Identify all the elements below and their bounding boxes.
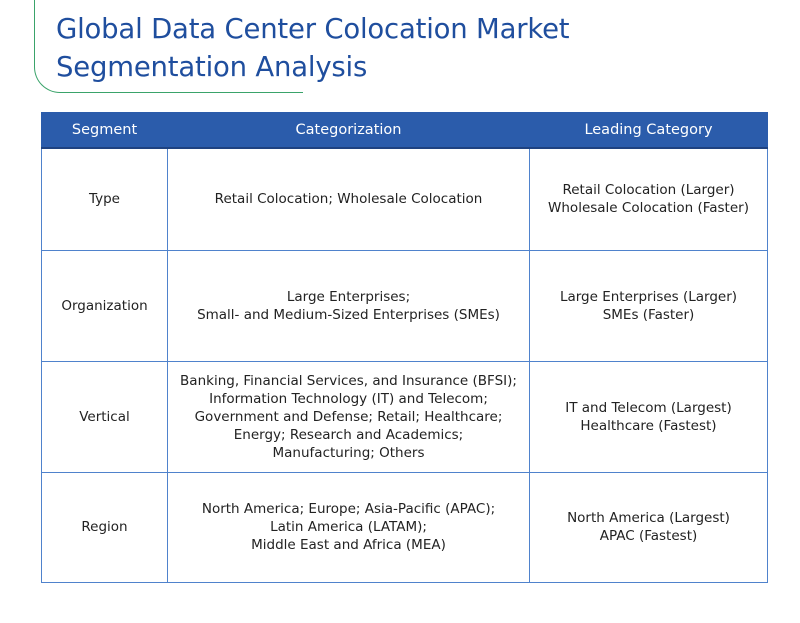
categorization-line: North America; Europe; Asia-Pacific (APA… — [201, 501, 496, 517]
header-categorization: Categorization — [167, 112, 530, 149]
leading-category-cell: North America (Largest) APAC (Fastest) — [529, 471, 768, 583]
categorization-line: Manufacturing; Others — [272, 444, 425, 461]
page-title: Global Data Center Colocation Market Seg… — [56, 10, 570, 86]
categorization-line: Latin America (LATAM); — [270, 519, 427, 535]
categorization-line: Government and Defense; Retail; Healthca… — [194, 408, 503, 425]
categorization-line: Energy; Research and Academics; — [233, 426, 464, 443]
leading-line: Healthcare (Fastest) — [580, 417, 717, 434]
segmentation-table: Segment Categorization Leading Category … — [41, 112, 768, 583]
table-row: Organization Large Enterprises; Small- a… — [41, 249, 768, 362]
table-row: Vertical Banking, Financial Services, an… — [41, 360, 768, 473]
header-segment: Segment — [41, 112, 168, 149]
categorization-line: Banking, Financial Services, and Insuran… — [180, 372, 517, 389]
categorization-cell: North America; Europe; Asia-Pacific (APA… — [167, 471, 530, 583]
segment-cell: Organization — [41, 249, 168, 362]
leading-line: SMEs (Faster) — [602, 306, 695, 323]
leading-line: Retail Colocation (Larger) — [562, 182, 735, 199]
categorization-line: Small- and Medium-Sized Enterprises (SME… — [197, 306, 500, 323]
categorization-line: Large Enterprises; — [286, 288, 411, 305]
table-row: Type Retail Colocation; Wholesale Coloca… — [41, 147, 768, 251]
table-header-row: Segment Categorization Leading Category — [41, 112, 768, 149]
leading-category-cell: IT and Telecom (Largest) Healthcare (Fas… — [529, 360, 768, 473]
segment-cell: Region — [41, 471, 168, 583]
leading-line: IT and Telecom (Largest) — [565, 399, 732, 416]
leading-category-cell: Retail Colocation (Larger) Wholesale Col… — [529, 147, 768, 251]
leading-category-cell: Large Enterprises (Larger) SMEs (Faster) — [529, 249, 768, 362]
segment-cell: Type — [41, 147, 168, 251]
leading-line: Large Enterprises (Larger) — [559, 288, 738, 305]
title-line-1: Global Data Center Colocation Market — [56, 13, 570, 45]
categorization-cell: Large Enterprises; Small- and Medium-Siz… — [167, 249, 530, 362]
title-line-2: Segmentation Analysis — [56, 51, 368, 83]
leading-line: APAC (Fastest) — [599, 528, 698, 544]
leading-line: North America (Largest) — [567, 510, 730, 526]
categorization-line: Middle East and Africa (MEA) — [251, 537, 446, 553]
categorization-line: Retail Colocation; Wholesale Colocation — [214, 191, 483, 208]
title-area: Global Data Center Colocation Market Seg… — [0, 0, 800, 100]
leading-line: Wholesale Colocation (Faster) — [548, 200, 749, 217]
categorization-line: Information Technology (IT) and Telecom; — [209, 390, 488, 407]
segment-cell: Vertical — [41, 360, 168, 473]
title-accent-line — [34, 0, 303, 93]
table-row: Region North America; Europe; Asia-Pacif… — [41, 471, 768, 583]
header-leading-category: Leading Category — [529, 112, 768, 149]
categorization-cell: Banking, Financial Services, and Insuran… — [167, 360, 530, 473]
categorization-cell: Retail Colocation; Wholesale Colocation — [167, 147, 530, 251]
